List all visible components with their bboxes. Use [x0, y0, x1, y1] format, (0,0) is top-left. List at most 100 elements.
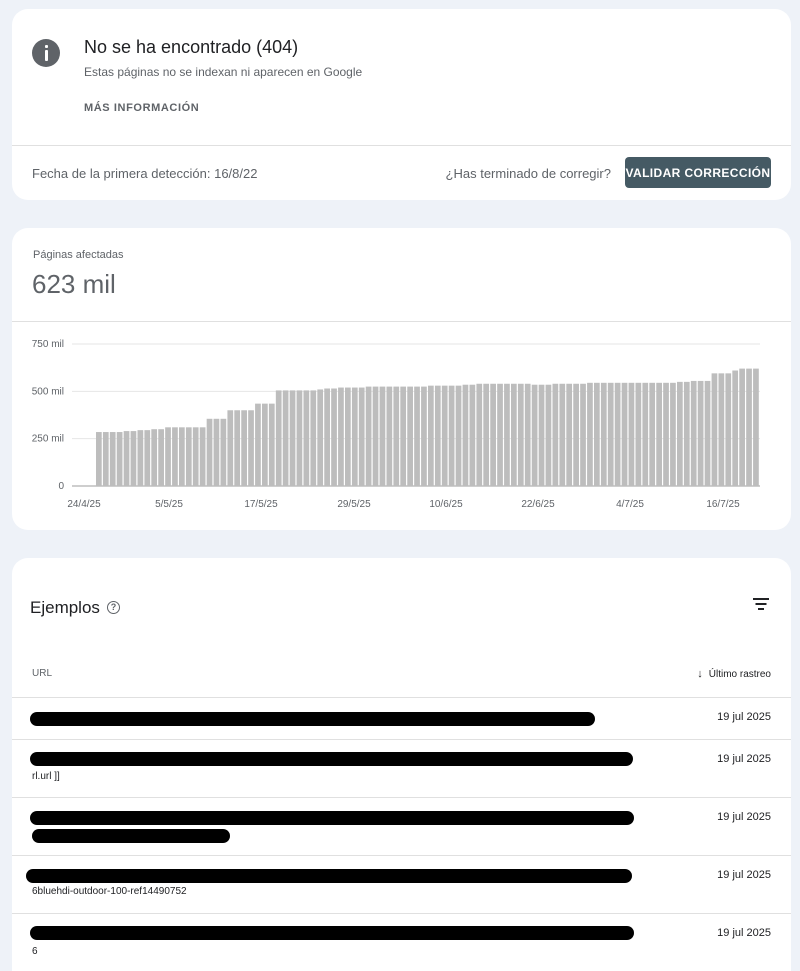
affected-pages-chart: 750 mil 500 mil 250 mil 024/4/25 5/5/25 17/5/… [32, 339, 760, 510]
chart-bar [746, 368, 752, 486]
help-circle-icon[interactable]: ? [107, 601, 120, 614]
chart-bar [600, 382, 607, 486]
chart-bar [275, 390, 282, 486]
chart-bar [476, 383, 483, 486]
chart-bar [407, 386, 413, 486]
redacted-url [26, 869, 632, 883]
chart-bar [345, 387, 351, 486]
chart-bar [690, 380, 697, 486]
filter-icon[interactable] [753, 598, 769, 610]
chart-bar [199, 427, 206, 486]
chart-bar [670, 382, 676, 486]
issue-card: No se ha encontrado (404) Estas páginas … [12, 9, 791, 200]
chart-bar [511, 383, 517, 486]
chart-bar [725, 373, 732, 486]
x-tick-label: 24/4/25 [67, 499, 101, 510]
chart-bar [102, 432, 109, 486]
divider [12, 145, 791, 146]
chart-bar [179, 427, 185, 486]
chart-bar [524, 383, 531, 486]
chart-bar [130, 431, 137, 486]
chart-bar [753, 368, 759, 486]
table-row[interactable]: 6 19 jul 2025 [12, 914, 791, 971]
chart-bar [96, 432, 102, 486]
chart-bar [220, 418, 227, 486]
chart-bar [234, 410, 241, 486]
chart-bar [351, 387, 358, 486]
chart-bar [683, 381, 690, 486]
chart-bar [262, 403, 268, 486]
chart-bar [483, 383, 490, 486]
issue-subtitle: Estas páginas no se indexan ni aparecen … [84, 65, 363, 79]
chart-bar [213, 418, 220, 486]
chart-bar [372, 386, 379, 486]
redacted-url [32, 829, 230, 843]
divider [12, 697, 791, 698]
column-header-url[interactable]: URL [32, 668, 53, 679]
chart-bar [462, 384, 469, 486]
chart-bar [192, 427, 199, 486]
fixed-question: ¿Has terminado de corregir? [445, 166, 611, 181]
chart-bar [538, 384, 545, 486]
chart-bar [206, 418, 213, 486]
chart-bar [255, 403, 261, 486]
x-tick-label: 17/5/25 [244, 499, 278, 510]
chart-bar [642, 382, 649, 486]
row-date: 19 jul 2025 [717, 927, 771, 939]
chart-bar [566, 383, 573, 486]
first-detected-date: Fecha de la primera detección: 16/8/22 [32, 166, 258, 181]
divider [12, 321, 791, 322]
chart-bar [677, 381, 683, 486]
chart-bar [123, 431, 130, 486]
column-header-last-crawl[interactable]: ↓ Último rastreo [697, 668, 771, 680]
y-tick-label: 250 mil [32, 434, 64, 445]
chart-bar [338, 387, 344, 486]
row-url-fragment: rl.url ]] [32, 771, 60, 782]
row-date: 19 jul 2025 [717, 869, 771, 881]
table-row[interactable]: 19 jul 2025 [12, 698, 791, 740]
chart-bar [109, 432, 116, 486]
chart-bar [365, 386, 372, 486]
chart-bar [732, 370, 739, 486]
chart-bar [552, 383, 559, 486]
x-tick-label: 5/5/25 [155, 499, 183, 510]
chart-bar [296, 390, 303, 486]
table-row[interactable]: rl.url ]] 19 jul 2025 [12, 740, 791, 798]
chart-bar [358, 387, 365, 486]
chart-bar [621, 382, 628, 486]
y-tick-label: 500 mil [32, 386, 64, 397]
chart-bar [441, 385, 448, 486]
chart-bar [455, 385, 462, 486]
chart-bar [289, 390, 296, 486]
chart-bar [573, 383, 579, 486]
chart-bar [504, 383, 510, 486]
chart-bar [414, 386, 420, 486]
chart-bar [739, 368, 745, 486]
chart-bar [587, 382, 593, 486]
chart-bar [400, 386, 407, 486]
chart-bar [607, 382, 614, 486]
x-tick-label: 4/7/25 [616, 499, 644, 510]
validate-fix-button[interactable]: VALIDAR CORRECCIÓN [625, 157, 771, 188]
redacted-url [30, 712, 595, 726]
chart-bar [428, 385, 434, 486]
chart-bar [310, 390, 317, 486]
chart-bar [718, 373, 725, 486]
x-tick-label: 22/6/25 [521, 499, 555, 510]
chart-bar [185, 427, 192, 486]
chart-bar [490, 383, 496, 486]
more-info-link[interactable]: MÁS INFORMACIÓN [84, 102, 200, 114]
chart-bar [580, 383, 586, 486]
table-row[interactable]: 6bluehdi-outdoor-100-ref14490752 19 jul … [12, 856, 791, 914]
table-row[interactable]: 19 jul 2025 [12, 798, 791, 856]
chart-bar [469, 384, 476, 486]
chart-bar [656, 382, 662, 486]
issue-title: No se ha encontrado (404) [84, 37, 299, 57]
redacted-url [30, 811, 634, 825]
chart-bar [628, 382, 635, 486]
chart-bar [663, 382, 669, 486]
chart-bar [248, 410, 254, 486]
affected-pages-label: Páginas afectadas [33, 249, 124, 261]
arrow-down-icon: ↓ [697, 668, 703, 680]
redacted-url [30, 752, 633, 766]
